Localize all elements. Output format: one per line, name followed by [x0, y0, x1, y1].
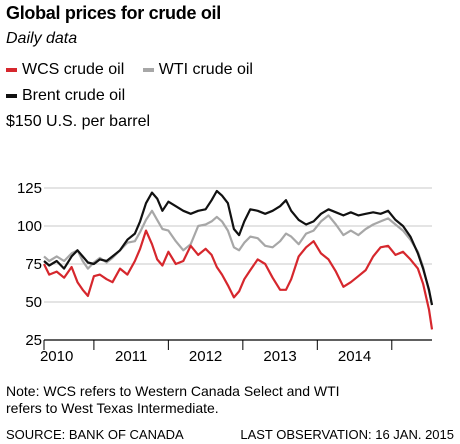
- legend-label-wcs: WCS crude oil: [22, 61, 125, 78]
- legend-label-wti: WTI crude oil: [158, 61, 253, 78]
- chart-subtitle: Daily data: [6, 30, 78, 47]
- chart-title: Global prices for crude oil: [6, 3, 221, 23]
- y-tick-label-125: 125: [17, 180, 42, 197]
- chart-footer: SOURCE: BANK OF CANADA LAST OBSERVATION:…: [6, 427, 454, 442]
- chart-plot-area: 25 50 75 100 125 2010 2011 2012 2013 2014: [17, 180, 434, 365]
- chart-note: Note: WCS refers to Western Canada Selec…: [6, 383, 340, 416]
- x-tick-label-2014: 2014: [338, 348, 371, 365]
- chart-legend: WCS crude oil WTI crude oil Brent crude …: [6, 56, 336, 108]
- x-tick-label-2012: 2012: [189, 348, 222, 365]
- series-line-wcs: [43, 229, 434, 330]
- x-tick-label-2011: 2011: [115, 348, 147, 365]
- legend-item-brent: Brent crude oil: [6, 84, 125, 108]
- legend-label-brent: Brent crude oil: [22, 87, 126, 104]
- legend-swatch-brent: [6, 94, 17, 98]
- x-tick-label-2013: 2013: [263, 348, 296, 365]
- y-tick-label-50: 50: [25, 294, 42, 311]
- legend-item-wcs: WCS crude oil: [6, 58, 124, 82]
- y-tick-label-75: 75: [25, 256, 42, 273]
- source-label: SOURCE: BANK OF CANADA: [6, 427, 184, 442]
- y-tick-label-25: 25: [25, 332, 42, 349]
- y-tick-label-100: 100: [17, 218, 42, 235]
- series-line-wti: [43, 209, 434, 306]
- legend-swatch-wti: [142, 68, 154, 72]
- series-line-brent: [43, 189, 434, 306]
- y-axis-unit-label: $150 U.S. per barrel: [6, 113, 151, 130]
- legend-swatch-wcs: [6, 68, 17, 72]
- legend-item-wti: WTI crude oil: [142, 58, 253, 82]
- last-observation-label: LAST OBSERVATION: 16 JAN. 2015: [240, 427, 454, 442]
- x-tick-label-2010: 2010: [40, 348, 73, 365]
